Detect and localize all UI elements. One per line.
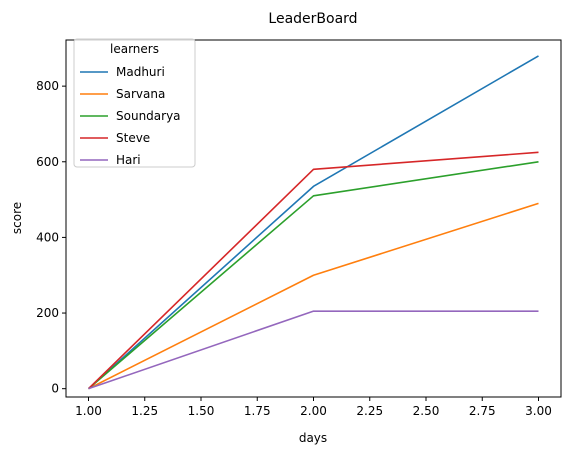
y-axis: 0 200 400 600 800: [36, 79, 66, 396]
x-axis: 1.00 1.25 1.50 1.75 2.00 2.25 2.50 2.75 3.00: [75, 397, 552, 418]
y-tick-label: 0: [51, 382, 59, 396]
series-line-hari: [88, 310, 539, 390]
x-tick-label: 1.75: [244, 404, 271, 418]
legend-entry: Madhuri: [116, 65, 165, 79]
series-line-sarvana: [88, 202, 539, 390]
x-tick-label: 1.25: [131, 404, 158, 418]
x-tick-label: 1.00: [75, 404, 102, 418]
series-line-soundarya: [87, 160, 539, 390]
y-axis-label: score: [10, 202, 24, 234]
legend: learners Madhuri Sarvana Soundarya Steve Hari: [73, 38, 196, 168]
series-line-steve: [87, 151, 539, 390]
legend-box: [73, 38, 196, 168]
y-tick-label: 800: [36, 79, 59, 93]
chart-title: LeaderBoard: [268, 11, 357, 27]
x-axis-label: days: [299, 431, 327, 445]
y-tick-label: 600: [36, 155, 59, 169]
x-tick-label: 1.50: [188, 404, 215, 418]
series-lines: [87, 55, 539, 390]
x-tick-label: 2.25: [356, 404, 383, 418]
x-tick-label: 2.50: [413, 404, 440, 418]
x-tick-label: 3.00: [525, 404, 552, 418]
legend-entry: Sarvana: [116, 87, 165, 101]
legend-title: learners: [110, 42, 159, 56]
y-tick-label: 400: [36, 230, 59, 244]
legend-entry: Hari: [116, 153, 141, 167]
y-tick-label: 200: [36, 306, 59, 320]
x-tick-label: 2.00: [300, 404, 327, 418]
legend-entry: Steve: [116, 131, 150, 145]
x-tick-label: 2.75: [469, 404, 496, 418]
series-line-madhuri: [87, 55, 539, 390]
legend-entry: Soundarya: [116, 109, 181, 123]
